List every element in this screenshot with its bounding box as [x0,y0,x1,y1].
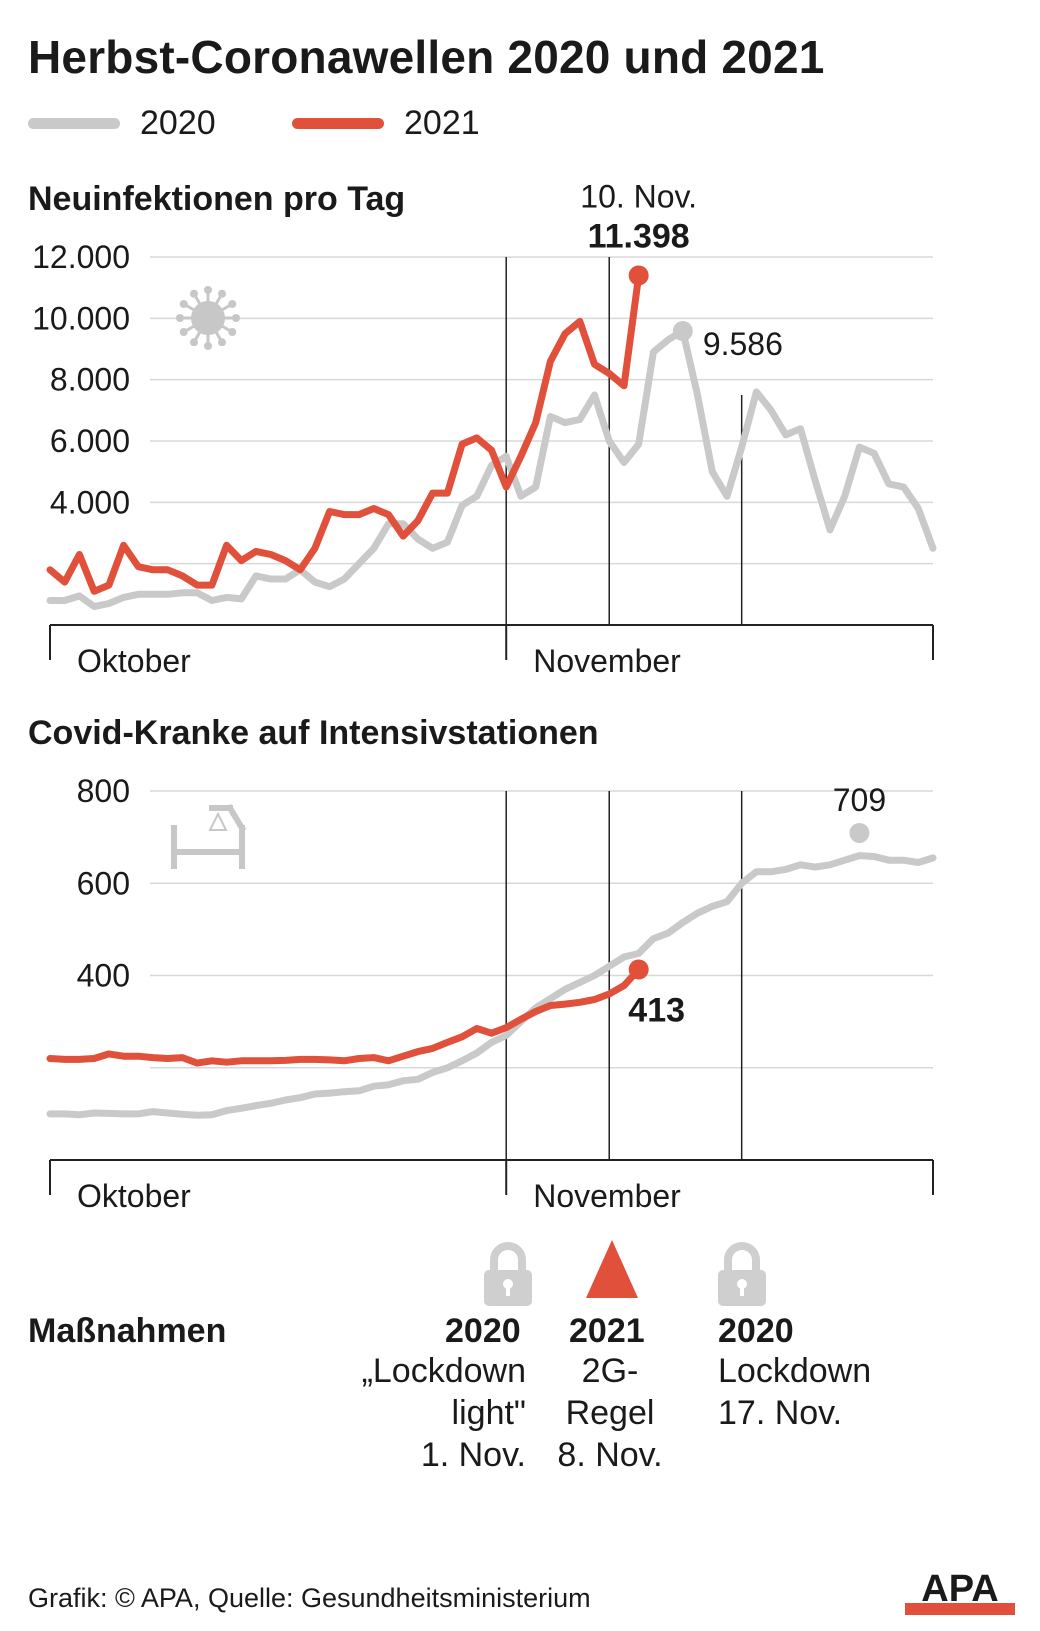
measure-icon-lockdown [718,1242,766,1306]
measure-year-lockdown: 2020 [718,1312,794,1350]
legend-swatch-2021 [292,118,384,129]
lock-icon [718,1242,766,1306]
warning-triangle-icon [586,1240,638,1298]
peak-date-label: 10. Nov. [580,178,697,214]
lock-icon [484,1242,532,1306]
y-tick-label: 4.000 [50,484,130,520]
source-note: Grafik: © APA, Quelle: Gesundheitsminist… [28,1583,591,1613]
peak-value-label: 9.586 [703,326,783,362]
data-point-2021 [628,265,649,286]
month-label: Oktober [77,643,191,679]
legend-label-2021: 2021 [404,104,480,142]
apa-logo-text: APA [921,1568,998,1610]
y-tick-label: 600 [77,865,130,901]
peak-value-label: 11.398 [588,217,690,255]
y-tick-label: 400 [77,958,130,994]
month-label: November [533,643,681,679]
month-label: Oktober [77,1178,191,1214]
y-tick-label: 10.000 [32,300,130,336]
measure-year-lockdown-light: 2020 [445,1312,521,1350]
y-tick-label: 800 [77,773,130,809]
apa-logo: APA [905,1568,1015,1615]
icu-chart: 400 600 800 Oktober November 413 709 [46,773,937,1214]
data-point-2020 [849,822,870,843]
y-tick-label: 8.000 [50,362,130,398]
measures-heading: Maßnahmen [28,1312,227,1350]
measure-icon-2g [586,1240,638,1298]
peak-value-label: 709 [833,782,886,818]
peak-value-label: 413 [628,992,685,1030]
data-point-2021 [628,959,649,980]
data-point-2020 [672,321,693,342]
measure-year-2g: 2021 [569,1312,645,1350]
legend-label-2020: 2020 [140,104,216,142]
series-line-2020 [46,852,937,1119]
series-line-2020 [46,327,937,611]
legend-swatch-2020 [28,118,120,129]
chart-title: Herbst-Coronawellen 2020 und 2021 [28,31,825,83]
measure-text-lockdown: Lockdown 17. Nov. [718,1352,872,1432]
infections-chart: 4.000 6.000 8.000 10.000 12.000 Oktober Novemb… [32,178,937,679]
y-tick-label: 6.000 [50,423,130,459]
series-line-2021 [46,272,643,595]
y-tick-label: 12.000 [32,239,130,275]
virus-icon [176,286,240,350]
bed-icon [171,803,247,869]
measure-text-lockdown-light: „Lockdown light" 1. Nov. [361,1352,526,1474]
chart2-title: Covid-Kranke auf Intensivstationen [28,714,599,752]
series-line-2021 [46,966,643,1067]
month-label: November [533,1178,681,1214]
chart1-title: Neuinfektionen pro Tag [28,180,406,218]
measure-text-2g: 2G- Regel 8. Nov. [557,1352,663,1474]
measure-icon-lockdown-light [484,1242,532,1306]
